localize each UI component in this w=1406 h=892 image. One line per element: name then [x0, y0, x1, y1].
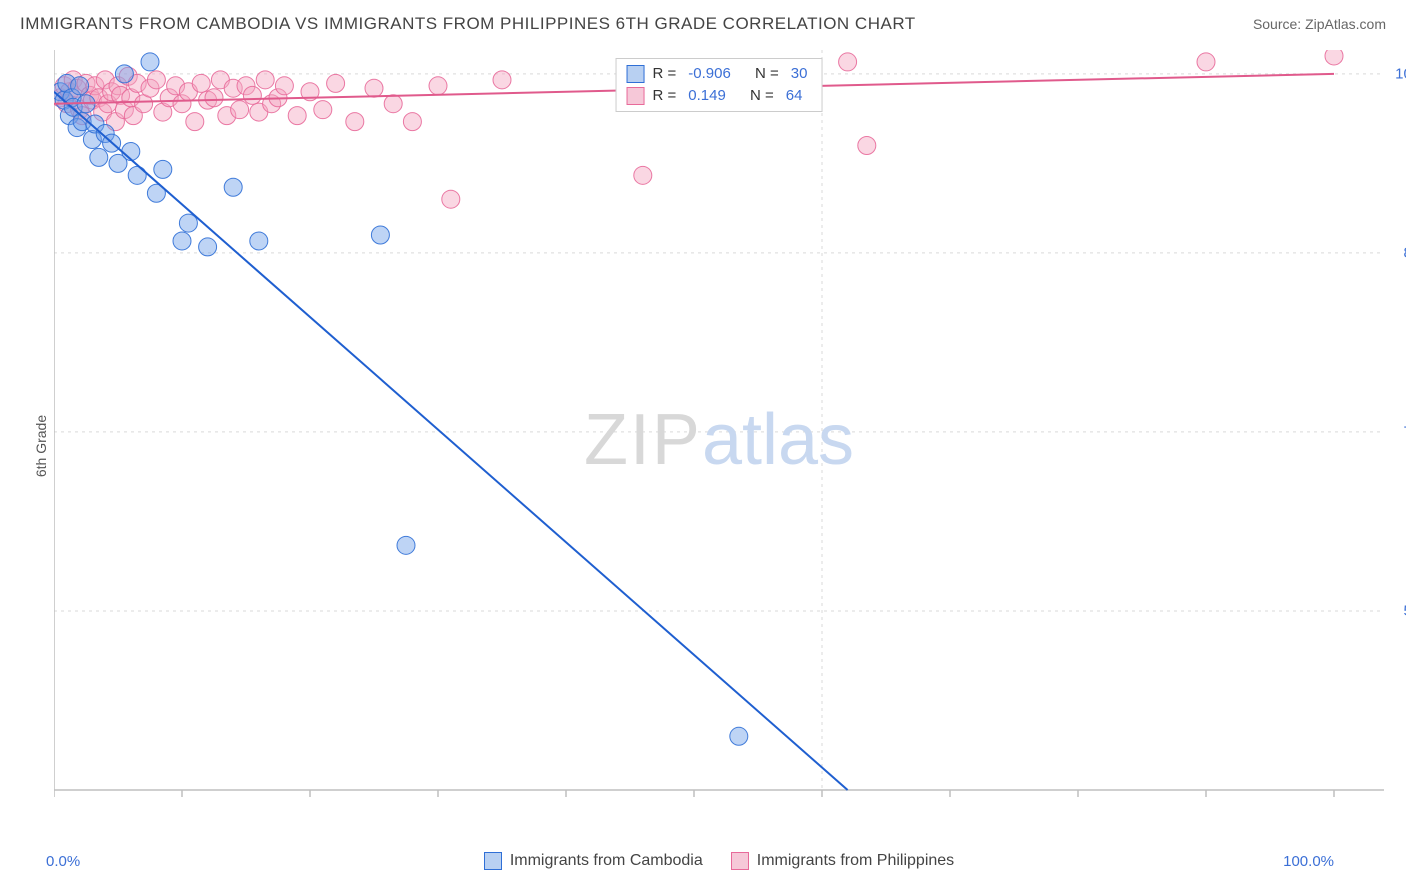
x-tick-min: 0.0% [46, 853, 80, 870]
legend-label-cambodia: Immigrants from Cambodia [510, 852, 703, 870]
legend-row-philippines: R = 0.149 N = 64 [627, 85, 812, 107]
y-tick-label: 100.0% [1395, 65, 1406, 82]
n-label: N = [750, 85, 774, 107]
x-tick-max: 100.0% [1283, 853, 1334, 870]
r-label: R = [653, 63, 677, 85]
legend-label-philippines: Immigrants from Philippines [757, 852, 954, 870]
y-axis-label: 6th Grade [33, 415, 49, 477]
legend-item-philippines: Immigrants from Philippines [731, 852, 954, 870]
scatter-plot [54, 50, 1384, 830]
swatch-cambodia [627, 65, 645, 83]
swatch-cambodia-icon [484, 852, 502, 870]
swatch-philippines [627, 87, 645, 105]
correlation-legend: R = -0.906 N = 30 R = 0.149 N = 64 [616, 58, 823, 112]
chart-area: ZIPatlas R = -0.906 N = 30 R = 0.149 N =… [54, 50, 1384, 830]
swatch-philippines-icon [731, 852, 749, 870]
header: IMMIGRANTS FROM CAMBODIA VS IMMIGRANTS F… [0, 0, 1406, 42]
r-value-philippines: 0.149 [684, 85, 730, 107]
series-legend: Immigrants from Cambodia Immigrants from… [54, 852, 1384, 870]
source-prefix: Source: [1253, 16, 1305, 32]
n-label: N = [755, 63, 779, 85]
r-label: R = [653, 85, 677, 107]
n-value-cambodia: 30 [787, 63, 812, 85]
legend-item-cambodia: Immigrants from Cambodia [484, 852, 703, 870]
r-value-cambodia: -0.906 [684, 63, 735, 85]
source-name: ZipAtlas.com [1305, 16, 1386, 32]
chart-title: IMMIGRANTS FROM CAMBODIA VS IMMIGRANTS F… [20, 14, 916, 34]
legend-row-cambodia: R = -0.906 N = 30 [627, 63, 812, 85]
source-attribution: Source: ZipAtlas.com [1253, 16, 1386, 32]
n-value-philippines: 64 [782, 85, 807, 107]
